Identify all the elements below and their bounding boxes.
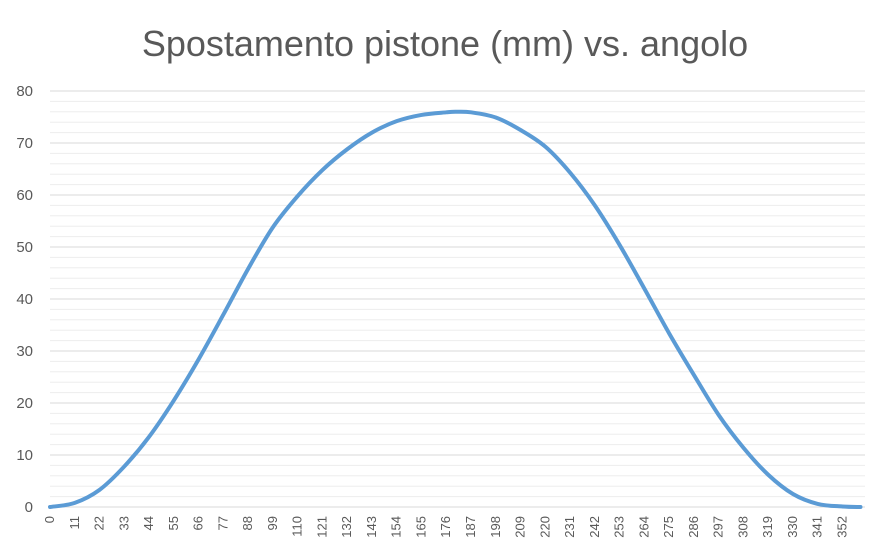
x-tick-label: 187 xyxy=(463,516,478,538)
x-axis: 0 11 22 33 44 55 66 77 88 99 110 121 132 143 154 165 176… xyxy=(42,516,849,538)
x-tick-label: 88 xyxy=(240,516,255,530)
y-tick-label: 10 xyxy=(16,447,33,464)
x-tick-label: 297 xyxy=(711,516,726,538)
x-tick-label: 110 xyxy=(290,516,305,537)
x-tick-label: 275 xyxy=(661,516,676,538)
x-tick-label: 286 xyxy=(686,516,701,538)
x-tick-label: 99 xyxy=(265,516,280,530)
series-layer xyxy=(48,109,863,509)
x-tick-label: 308 xyxy=(735,516,750,538)
y-tick-label: 70 xyxy=(16,135,33,152)
x-tick-label: 176 xyxy=(438,516,453,538)
y-axis: 0 10 20 30 40 50 60 70 80 xyxy=(16,83,33,516)
x-tick-label: 154 xyxy=(389,516,404,538)
series-line xyxy=(48,109,863,509)
y-tick-label: 20 xyxy=(16,395,33,412)
x-tick-label: 143 xyxy=(364,516,379,538)
chart-title: Spostamento pistone (mm) vs. angolo xyxy=(142,23,748,64)
y-tick-label: 0 xyxy=(25,499,33,516)
x-tick-label: 44 xyxy=(141,516,156,530)
x-tick-label: 121 xyxy=(314,516,329,538)
grid-lines xyxy=(50,90,865,508)
x-tick-label: 319 xyxy=(760,516,775,538)
x-tick-label: 264 xyxy=(636,516,651,538)
x-tick-label: 132 xyxy=(339,516,354,538)
x-tick-label: 220 xyxy=(537,516,552,538)
x-tick-label: 209 xyxy=(513,516,528,538)
x-tick-label: 55 xyxy=(166,516,181,530)
y-tick-label: 80 xyxy=(16,83,33,100)
x-tick-label: 198 xyxy=(488,516,503,538)
x-tick-label: 341 xyxy=(810,516,825,538)
y-tick-label: 30 xyxy=(16,343,33,360)
x-tick-label: 165 xyxy=(413,516,428,538)
x-tick-label: 231 xyxy=(562,516,577,538)
x-tick-label: 242 xyxy=(587,516,602,538)
x-tick-label: 330 xyxy=(785,516,800,538)
y-tick-label: 50 xyxy=(16,239,33,256)
x-tick-label: 253 xyxy=(612,516,627,538)
x-tick-label: 33 xyxy=(116,516,131,530)
x-tick-label: 22 xyxy=(92,516,107,530)
x-tick-label: 352 xyxy=(834,516,849,538)
y-tick-label: 60 xyxy=(16,187,33,204)
x-tick-label: 11 xyxy=(67,516,82,530)
x-tick-label: 0 xyxy=(42,516,57,523)
x-tick-label: 66 xyxy=(191,516,206,530)
y-tick-label: 40 xyxy=(16,291,33,308)
x-tick-label: 77 xyxy=(215,516,230,530)
